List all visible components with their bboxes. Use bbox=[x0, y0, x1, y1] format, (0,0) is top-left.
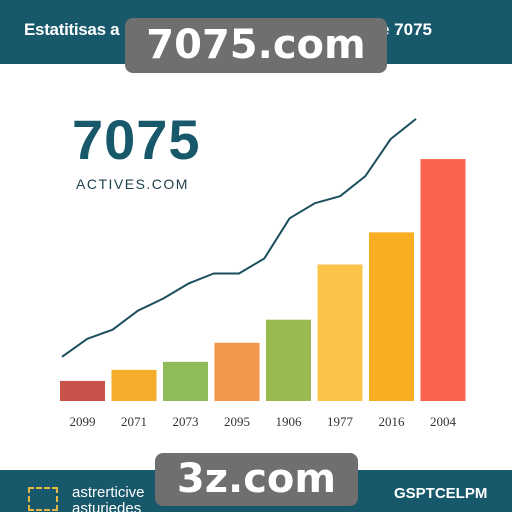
trend-line-group bbox=[61, 118, 417, 358]
footer-text-line-1: astrerticive bbox=[72, 484, 145, 501]
bar-2095 bbox=[214, 342, 260, 401]
bar-2073 bbox=[163, 361, 208, 401]
bar-2016 bbox=[369, 232, 414, 401]
x-tick-label: 1977 bbox=[327, 414, 354, 429]
brand-subtitle: ACTIVES.COM bbox=[76, 176, 189, 192]
trend-line bbox=[61, 118, 417, 358]
footer-logo-icon bbox=[28, 487, 58, 511]
x-tick-label: 2099 bbox=[70, 414, 96, 429]
bar-1977 bbox=[317, 264, 363, 401]
footer-brand-text: GSPTCELPM bbox=[394, 485, 488, 502]
footer-text-line-2: asturjedes bbox=[72, 500, 142, 512]
x-tick-label: 2004 bbox=[430, 414, 457, 429]
x-tick-label: 1906 bbox=[276, 414, 303, 429]
x-tick-label: 2073 bbox=[173, 414, 199, 429]
x-tick-label: 2071 bbox=[121, 414, 147, 429]
bars-group bbox=[60, 159, 466, 401]
bar-2099 bbox=[60, 380, 105, 401]
bar-2004 bbox=[420, 159, 466, 401]
bar-1906 bbox=[266, 319, 311, 401]
bar-2071 bbox=[111, 369, 157, 401]
x-tick-label: 2095 bbox=[224, 414, 250, 429]
x-tick-label: 2016 bbox=[379, 414, 406, 429]
watermark-top: 7075.com bbox=[125, 18, 387, 73]
header-title-right: e 7075 bbox=[380, 20, 432, 39]
watermark-bottom: 3z.com bbox=[155, 453, 358, 506]
header-title-left: Estatitisas a bbox=[24, 20, 120, 39]
brand-number: 7075 bbox=[72, 108, 201, 171]
x-tick-labels-group: 2099 2071 2073 2095 1906 1977 2016 2004 bbox=[70, 414, 457, 429]
